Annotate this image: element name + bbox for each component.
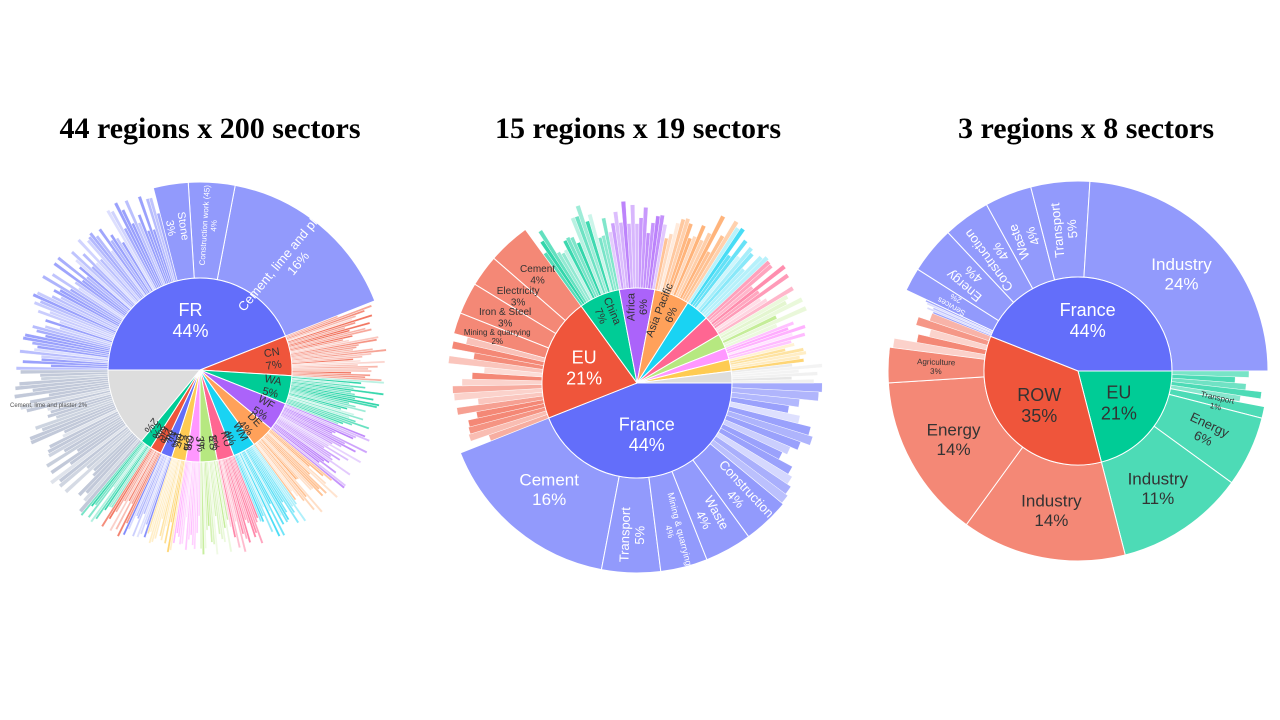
- inner-label-eu: EU 21%: [1101, 383, 1137, 424]
- chart-title-44-regions: 44 regions x 200 sectors: [59, 112, 361, 145]
- inner-label-row: ROW 35%: [1017, 385, 1061, 426]
- outer-label-cn-cement: Cement, lime and plaster 2%: [10, 403, 88, 409]
- sunburst-2: [887, 180, 1269, 562]
- outer-label-industry-row: Industry 14%: [1021, 492, 1082, 531]
- outer-label-industry-eu: Industry 11%: [1128, 470, 1189, 509]
- inner-label-wa: WA5%: [261, 373, 284, 401]
- inner-label-es: ES3%: [193, 434, 219, 452]
- inner-label-ru: RU3%: [206, 430, 234, 452]
- inner-label-france: France 44%: [1060, 300, 1116, 341]
- chart-title-3-regions: 3 regions x 8 sectors: [957, 112, 1215, 145]
- inner-slice-eu[interactable]: [541, 305, 638, 419]
- inner-label-it: IT2%: [180, 434, 206, 452]
- inner-slice-other-13[interactable]: [107, 369, 202, 442]
- inner-label-eu: EU 21%: [566, 348, 602, 389]
- inner-slice-row[interactable]: [983, 335, 1102, 466]
- outer-label-energy-eu: Energy6%: [1181, 409, 1231, 454]
- inner-label-gb: GB2%: [168, 431, 196, 452]
- outer-label-cement-fr: Cement 16%: [519, 470, 579, 509]
- outer-label-electricity-eu: Electricity 3%: [497, 286, 540, 309]
- outer-label-industry-france: Industry 24%: [1151, 255, 1212, 294]
- outer-label-cement-eu: Cement 4%: [520, 264, 555, 287]
- outer-label-iron-steel-eu: Iron & Steel 3%: [479, 307, 531, 330]
- inner-label-cn: CN7%: [263, 346, 283, 373]
- sunburst-1: [448, 200, 823, 574]
- inner-label-fr: FR 44%: [173, 300, 209, 341]
- inner-label-be: BE2%: [158, 426, 187, 450]
- inner-slice-france[interactable]: [989, 276, 1173, 372]
- outer-label-agriculture-row: Agriculture3%: [917, 357, 956, 376]
- outer-label-energy-row: Energy 14%: [927, 421, 981, 460]
- inner-slice-eu[interactable]: [1077, 370, 1173, 463]
- inner-label-africa: Africa6%: [626, 292, 651, 321]
- sunburst-0: [13, 181, 387, 555]
- inner-slice-france[interactable]: [548, 382, 733, 479]
- chart-title-15-regions: 15 regions x 19 sectors: [494, 112, 782, 145]
- outer-label-transport-fr: Transport5%: [616, 507, 648, 563]
- outer-label-stone: Stone3%: [162, 211, 191, 243]
- outer-label-transport-france: Transport5%: [1047, 200, 1082, 258]
- inner-slice-other-10[interactable]: [636, 370, 733, 384]
- outer-label-mining-quarrying-eu: Mining & quarrying 2%: [464, 328, 531, 346]
- inner-label-france: France 44%: [619, 414, 675, 455]
- inner-slice-fr[interactable]: [107, 277, 287, 371]
